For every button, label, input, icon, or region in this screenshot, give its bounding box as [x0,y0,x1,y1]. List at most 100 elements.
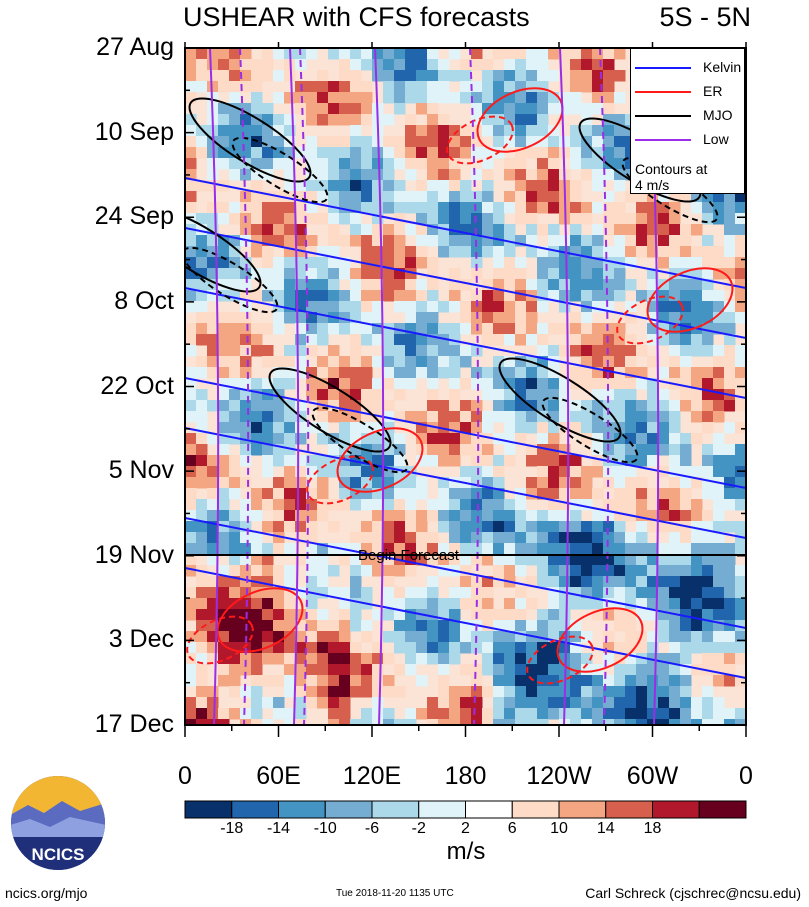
field-cell [581,279,593,291]
field-cell [273,444,285,456]
field-cell [603,136,615,148]
field-cell [713,312,725,324]
field-cell [515,48,527,60]
field-cell [636,686,648,698]
field-cell [240,708,252,720]
field-cell [328,114,340,126]
field-cell [460,697,472,709]
field-cell [526,576,538,588]
field-cell [592,81,604,93]
field-cell [218,202,230,214]
field-cell [273,433,285,445]
field-cell [449,202,461,214]
field-cell [328,301,340,313]
field-cell [350,367,362,379]
field-cell [262,631,274,643]
field-cell [548,466,560,478]
field-cell [306,598,318,610]
field-cell [438,719,450,725]
field-cell [328,345,340,357]
field-cell [691,290,703,302]
field-cell [240,499,252,511]
legend-line [635,67,691,69]
field-cell [537,719,549,725]
mjo-contour [231,136,329,204]
field-cell [350,664,362,676]
field-cell [372,202,384,214]
field-cell [482,620,494,632]
field-cell [581,70,593,82]
er-contour [186,615,254,665]
field-cell [350,191,362,203]
field-cell [427,576,439,588]
field-cell [691,631,703,643]
field-cell [284,565,296,577]
field-cell [537,422,549,434]
field-cell [416,235,428,247]
footer-timestamp: Tue 2018-11-20 1135 UTC [336,888,454,899]
field-cell [658,653,670,665]
field-cell [526,642,538,654]
colorbar-label: 2 [461,820,470,837]
field-cell [394,235,406,247]
field-cell [482,422,494,434]
field-cell [306,565,318,577]
field-cell [724,565,736,577]
field-cell [449,334,461,346]
field-cell [570,521,582,533]
field-cell [581,334,593,346]
field-cell [658,620,670,632]
field-cell [339,59,351,71]
field-cell [394,488,406,500]
field-cell [559,70,571,82]
field-cell [394,180,406,192]
field-cell [482,114,494,126]
field-cell [581,213,593,225]
field-cell [471,48,483,60]
field-cell [185,279,197,291]
field-cell [713,301,725,313]
field-cell [603,114,615,126]
field-cell [658,587,670,599]
field-cell [504,378,516,390]
field-cell [262,356,274,368]
field-cell [493,543,505,555]
field-cell [603,202,615,214]
field-cell [702,543,714,555]
field-cell [251,103,263,115]
field-cell [625,334,637,346]
field-cell [515,213,527,225]
field-cell [284,510,296,522]
field-cell [350,136,362,148]
y-tick-label: 8 Oct [114,286,174,315]
field-cell [438,301,450,313]
field-cell [658,389,670,401]
field-cell [262,59,274,71]
field-cell [658,499,670,511]
field-cell [185,191,197,203]
field-cell [295,202,307,214]
field-cell [559,136,571,148]
field-cell [548,587,560,599]
field-cell [460,554,472,566]
field-cell [471,433,483,445]
field-cell [515,642,527,654]
field-cell [515,631,527,643]
field-cell [350,554,362,566]
field-cell [702,235,714,247]
field-cell [515,708,527,720]
field-cell [284,378,296,390]
field-cell [504,719,516,725]
field-cell [328,235,340,247]
field-cell [229,642,241,654]
field-cell [229,81,241,93]
field-cell [669,224,681,236]
field-cell [680,642,692,654]
field-cell [603,675,615,687]
field-cell [295,422,307,434]
field-cell [482,367,494,379]
field-cell [306,312,318,324]
field-cell [559,543,571,555]
field-cell [196,609,208,621]
field-cell [251,334,263,346]
